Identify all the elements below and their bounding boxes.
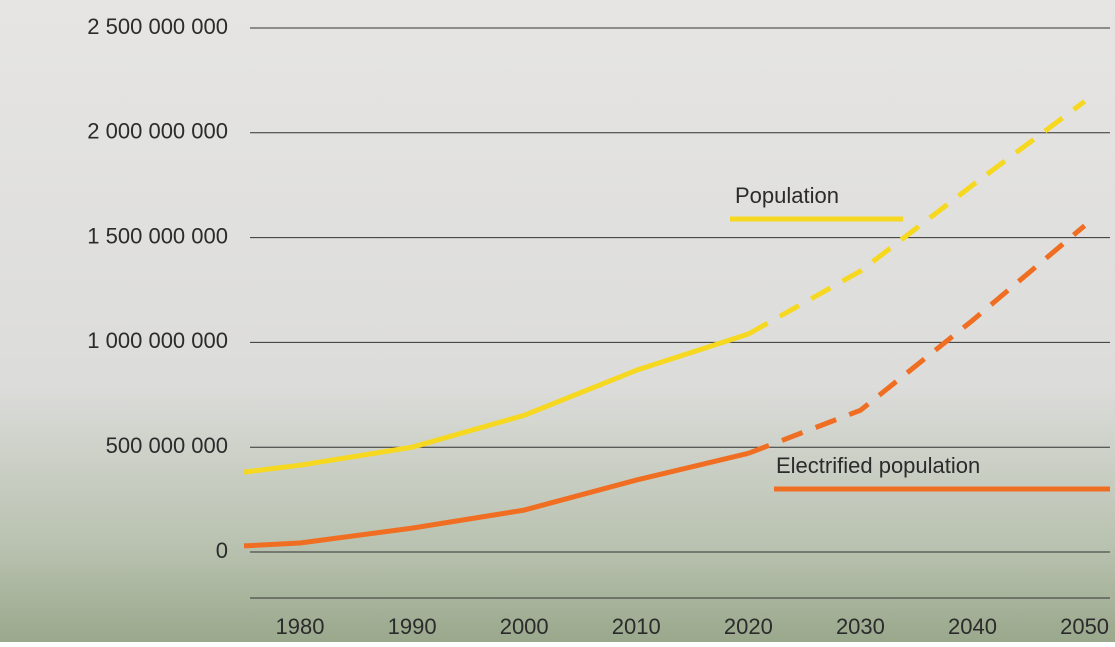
series-line <box>243 450 749 549</box>
legend-label: Electrified population <box>776 453 980 478</box>
series-line-projected <box>747 99 1087 337</box>
x-tick-label: 2000 <box>500 614 549 639</box>
y-tick-label: 0 <box>216 538 228 563</box>
series-line <box>243 331 750 475</box>
x-tick-label: 1990 <box>388 614 437 639</box>
x-tick-label: 2030 <box>836 614 885 639</box>
x-tick-label: 2040 <box>948 614 997 639</box>
x-tick-label: 1980 <box>276 614 325 639</box>
x-tick-label: 2020 <box>724 614 773 639</box>
y-tick-label: 2 500 000 000 <box>87 14 228 39</box>
legend-label: Population <box>735 183 839 208</box>
series-line-projected <box>747 223 1087 456</box>
x-tick-label: 2010 <box>612 614 661 639</box>
y-tick-label: 2 000 000 000 <box>87 119 228 144</box>
x-tick-label: 2050 <box>1060 614 1109 639</box>
y-tick-label: 1 000 000 000 <box>87 328 228 353</box>
y-tick-label: 500 000 000 <box>106 433 228 458</box>
y-tick-label: 1 500 000 000 <box>87 223 228 248</box>
